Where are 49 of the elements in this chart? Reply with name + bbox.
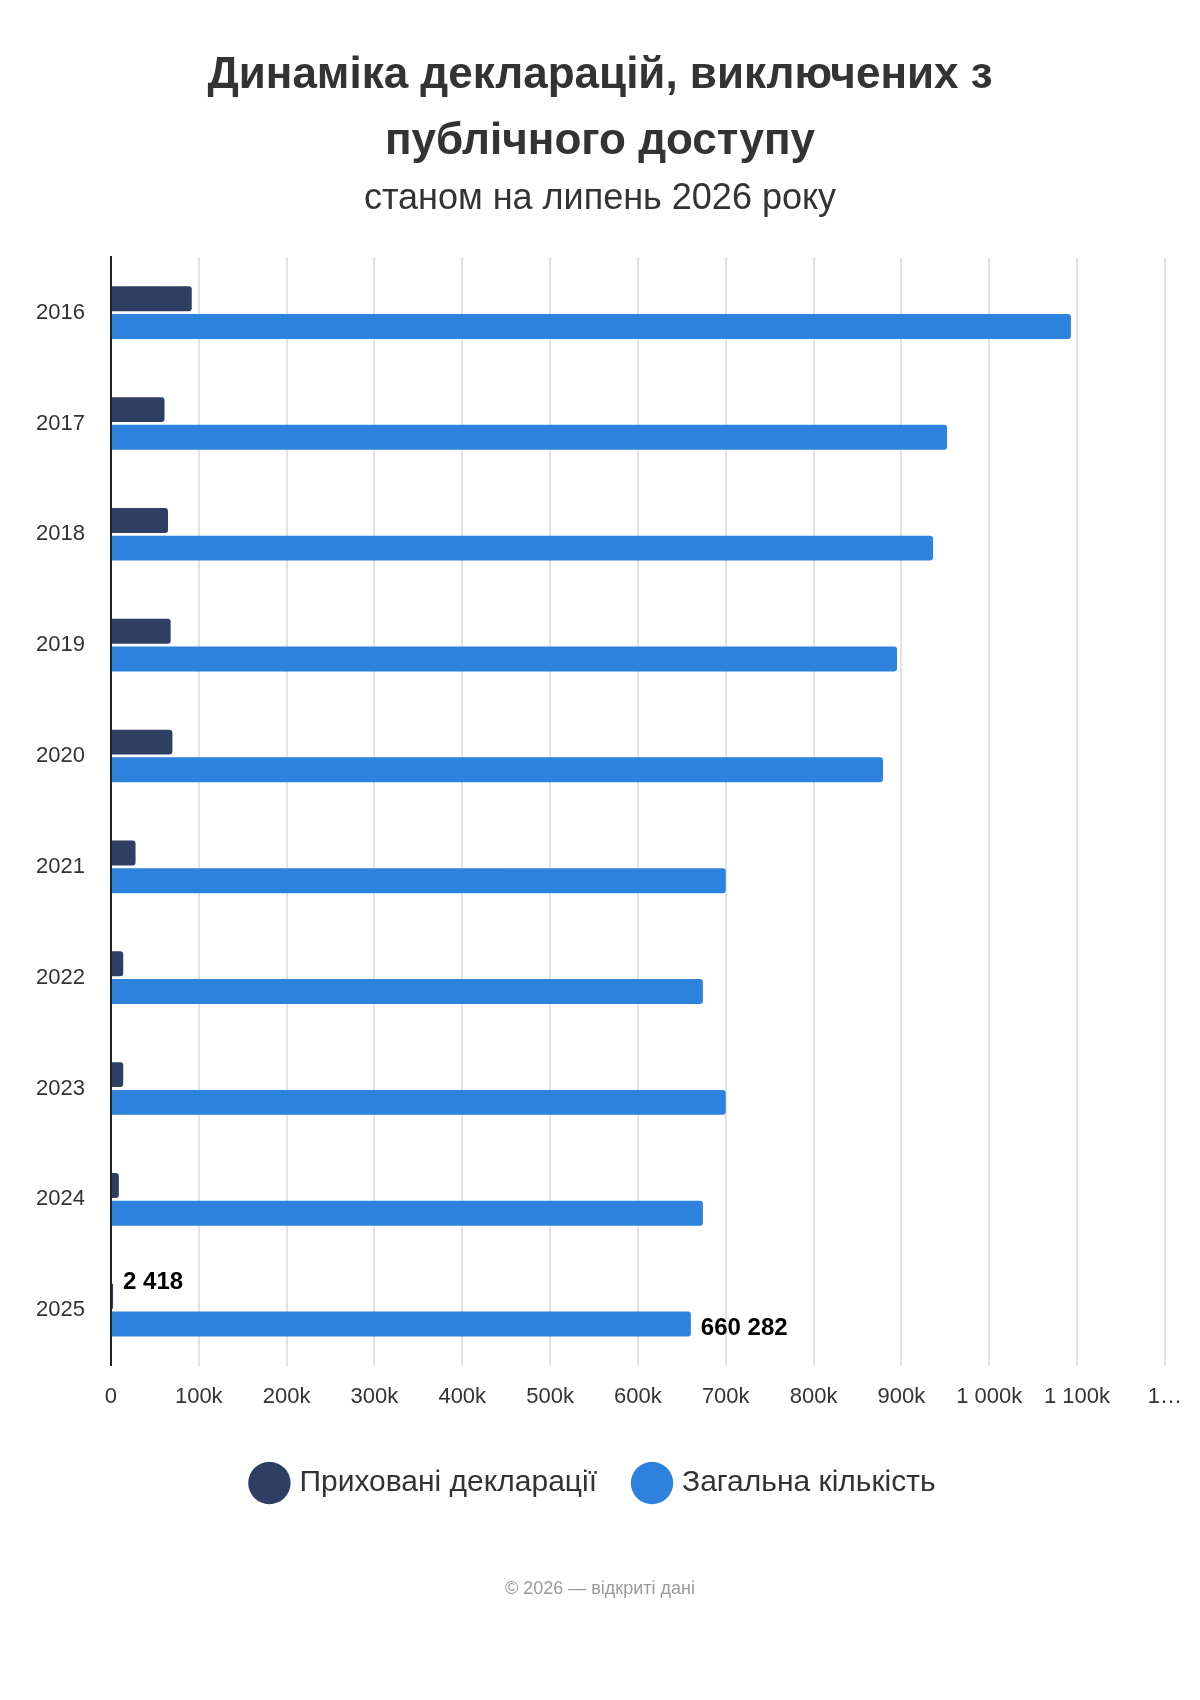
bar	[111, 286, 192, 312]
y-tick-label: 2017	[35, 409, 85, 435]
y-tick-label: 2025	[35, 1296, 85, 1322]
x-tick-label: 200k	[262, 1382, 312, 1408]
bar	[111, 535, 934, 561]
x-tick-label: 400k	[438, 1382, 488, 1408]
chart-title: Динаміка декларацій, виключених з публічного доступу	[206, 47, 994, 165]
x-tick-label: 800k	[789, 1382, 839, 1408]
bar	[111, 757, 883, 783]
bar	[111, 646, 898, 672]
data-label: 660 282	[700, 1312, 788, 1340]
bar	[111, 1173, 119, 1198]
text: © 2026 — відкриті дані	[504, 1578, 696, 1599]
bar	[111, 729, 173, 755]
x-tick-label: 1 000k	[956, 1382, 1024, 1408]
x-tick-label: 600k	[614, 1382, 663, 1408]
x-tick-label: 100k	[174, 1382, 224, 1408]
bar	[111, 1311, 691, 1337]
bar	[111, 979, 703, 1004]
bar	[111, 1089, 726, 1115]
chart-subtitle: станом на липень 2026 року	[362, 176, 838, 218]
y-tick-label: 2022	[35, 963, 85, 989]
bar	[111, 618, 171, 644]
x-tick-label: 300k	[350, 1382, 400, 1408]
y-tick-label: 2018	[35, 520, 85, 546]
x-tick-label: 0	[104, 1382, 118, 1408]
bar	[111, 507, 169, 533]
x-tick-label: 700k	[701, 1382, 751, 1408]
bar	[111, 840, 136, 866]
y-tick-label: 2016	[35, 298, 85, 324]
legend-label: Приховані декларації	[299, 1464, 598, 1498]
x-tick-label: 1 100k	[1044, 1382, 1112, 1408]
bar	[111, 397, 165, 423]
bar	[111, 951, 124, 977]
bar	[111, 424, 948, 450]
bar	[111, 1062, 124, 1088]
bar	[111, 314, 1071, 339]
y-tick-label: 2023	[35, 1074, 85, 1100]
y-tick-label: 2020	[35, 742, 85, 768]
legend-label: Загальна кількість	[682, 1464, 936, 1498]
x-tick-label: 500k	[526, 1382, 575, 1408]
bar	[111, 1200, 703, 1226]
x-tick-label: 900k	[877, 1382, 927, 1408]
y-tick-label: 2019	[35, 631, 85, 657]
bar	[111, 868, 726, 894]
x-tick-label: 1…	[1147, 1382, 1183, 1408]
data-label: 2 418	[123, 1266, 184, 1294]
y-tick-label: 2024	[35, 1185, 85, 1211]
y-tick-label: 2021	[35, 852, 85, 878]
